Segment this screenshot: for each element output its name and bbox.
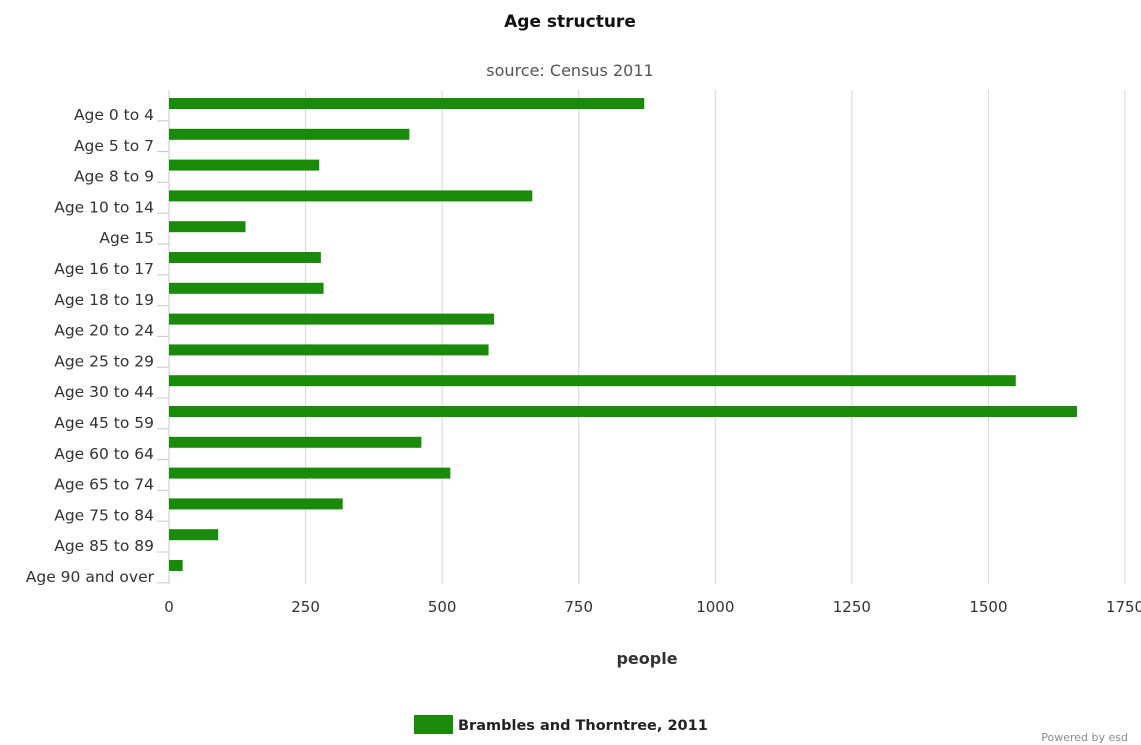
bar-age-45-to-59[interactable] [169, 406, 1077, 417]
x-tick-label-250: 250 [291, 598, 320, 616]
bar-age-90-and-over[interactable] [169, 560, 183, 571]
credit-text[interactable]: Powered by esd [1041, 731, 1128, 744]
category-labels: Age 0 to 4 Age 5 to 7 Age 8 to 9 Age 10 to … [26, 106, 169, 586]
bar-age-85-to-89[interactable] [169, 529, 219, 541]
category-label: Age 15 [99, 229, 154, 247]
bars [169, 98, 1077, 571]
category-label: Age 85 to 89 [54, 537, 154, 555]
bar-age-10-to-14[interactable] [169, 190, 533, 202]
category-label: Age 20 to 24 [54, 322, 154, 340]
category-label: Age 5 to 7 [74, 137, 154, 155]
x-tick-label-1000: 1000 [696, 598, 734, 616]
legend[interactable]: Brambles and Thorntree, 2011 [414, 715, 708, 734]
category-label: Age 16 to 17 [54, 260, 154, 278]
category-label: Age 30 to 44 [54, 383, 154, 401]
bar-age-0-to-4[interactable] [169, 98, 645, 109]
legend-swatch[interactable] [414, 715, 453, 734]
bar-age-65-to-74[interactable] [169, 467, 451, 479]
x-tick-label-750: 750 [564, 598, 593, 616]
bar-age-30-to-44[interactable] [169, 375, 1016, 387]
category-label: Age 90 and over [26, 568, 155, 586]
bar-age-25-to-29[interactable] [169, 344, 489, 356]
x-tick-label-1750: 1750 [1106, 598, 1141, 616]
x-axis-title: people [616, 649, 677, 668]
category-label: Age 0 to 4 [74, 106, 154, 124]
x-axis-ticks: 0 250 500 750 1000 1250 1500 1750 [164, 598, 1141, 616]
category-label: Age 45 to 59 [54, 414, 154, 432]
x-tick-label-1500: 1500 [969, 598, 1007, 616]
category-label: Age 10 to 14 [54, 198, 154, 216]
category-label: Age 65 to 74 [54, 476, 154, 494]
x-tick-label-500: 500 [428, 598, 457, 616]
bar-age-15[interactable] [169, 221, 246, 233]
category-label: Age 8 to 9 [74, 168, 154, 186]
bar-age-75-to-84[interactable] [169, 498, 343, 510]
legend-label[interactable]: Brambles and Thorntree, 2011 [458, 718, 708, 734]
bar-age-18-to-19[interactable] [169, 282, 324, 294]
category-label: Age 75 to 84 [54, 506, 154, 524]
chart-title: Age structure [504, 12, 636, 32]
category-label: Age 18 to 19 [54, 291, 154, 309]
bar-age-5-to-7[interactable] [169, 128, 410, 140]
bar-age-20-to-24[interactable] [169, 313, 495, 325]
x-tick-label-0: 0 [164, 598, 174, 616]
bar-age-8-to-9[interactable] [169, 159, 320, 171]
category-label: Age 25 to 29 [54, 352, 154, 370]
x-tick-label-1250: 1250 [833, 598, 871, 616]
chart-subtitle: source: Census 2011 [486, 61, 653, 80]
bar-age-60-to-64[interactable] [169, 436, 422, 448]
category-label: Age 60 to 64 [54, 445, 154, 463]
gridlines [168, 90, 1126, 584]
bar-age-16-to-17[interactable] [169, 252, 321, 263]
